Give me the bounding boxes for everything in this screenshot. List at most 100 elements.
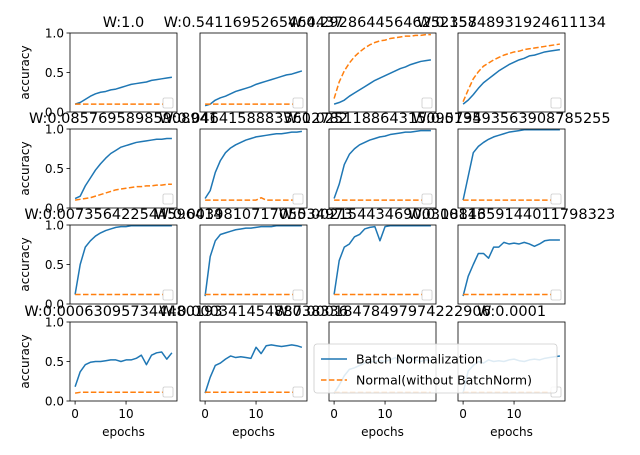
legend-placeholder [550, 193, 562, 205]
panel-series-group [74, 351, 173, 394]
panel-title: W:0.15848931924611134 [417, 15, 606, 31]
panel-title: W:0.00018478497974222906 [274, 304, 491, 320]
panel-series-group [74, 76, 173, 105]
panel-series-group [462, 239, 560, 297]
series-line-batchnorm [204, 344, 303, 394]
series-line-batchnorm [333, 129, 431, 199]
axes-frame [328, 224, 437, 305]
x-tick-label: 10 [377, 407, 392, 421]
legend-label: Normal(without BatchNorm) [356, 373, 532, 388]
x-tick-label: 0 [71, 407, 79, 421]
legend-placeholder [550, 289, 562, 301]
legend-placeholder [292, 386, 304, 398]
y-tick-label: 0.5 [45, 258, 64, 272]
y-axis-label: accuracy [18, 45, 32, 99]
panel-title: W:0.0001 [477, 304, 546, 320]
panel-title: W:0.29286445646252357 [288, 15, 477, 31]
axes-frame [199, 32, 308, 113]
x-axis-label: epochs [232, 425, 275, 439]
x-axis-label: epochs [490, 425, 533, 439]
series-line-normal [74, 183, 172, 201]
panel-3 [328, 32, 437, 113]
series-line-batchnorm [74, 137, 172, 200]
panel-title: W:0.00034145488738336 [159, 304, 348, 320]
x-axis-label: epochs [361, 425, 404, 439]
panel-5: 0.0 0.5 1.0 accuracy [18, 123, 178, 216]
panel-4 [457, 32, 566, 113]
y-tick-label: 1.0 [45, 316, 64, 330]
legend-placeholder [550, 97, 562, 109]
panel-10 [199, 224, 308, 305]
panel-title: W:0.0021544346900318843 [279, 207, 487, 223]
panels-layer: 0.0 0.5 1.0 accuracy 0.0 0.5 1.0 accuracy 0.0 0.5… [18, 27, 566, 439]
panel-series-group [204, 225, 302, 297]
y-tick-label: 1.0 [45, 123, 64, 137]
panel-title: W:1.0 [103, 15, 144, 31]
panel-series-group [74, 137, 172, 201]
panel-title: W:0.0011659144011798323 [408, 207, 616, 223]
series-line-batchnorm [462, 129, 560, 201]
panel-7 [328, 128, 437, 209]
legend-layer: Batch Normalization Normal(without BatchN… [313, 343, 558, 394]
panel-12 [457, 224, 566, 305]
panel-series-group [333, 225, 431, 296]
y-tick-label: 0.5 [45, 162, 64, 176]
series-line-batchnorm [74, 351, 173, 388]
axes-frame [457, 224, 566, 305]
x-axis-label: epochs [102, 425, 145, 439]
legend-placeholder [292, 289, 304, 301]
panel-title: W:0.025118864315095794 [283, 111, 481, 127]
panel-14: 0 10 epochs [199, 321, 308, 439]
axes-frame [199, 321, 308, 402]
panel-series-group [333, 129, 431, 201]
panel-title: W:0.013593563908785255 [412, 111, 610, 127]
y-tick-label: 1.0 [45, 219, 64, 233]
panel-11 [328, 224, 437, 305]
legend-placeholder [292, 97, 304, 109]
legend-placeholder [162, 97, 174, 109]
x-tick-label: 0 [201, 407, 209, 421]
panel-8 [457, 128, 566, 209]
legend-placeholder [421, 289, 433, 301]
legend-placeholder [421, 97, 433, 109]
legend-placeholder [162, 289, 174, 301]
y-tick-label: 0.5 [45, 355, 64, 369]
legend-placeholder [292, 193, 304, 205]
panel-title: W:0.08576958985908941 [29, 111, 218, 127]
titles-layer: W:1.0 W:0.5411695265464437W:0.29286445646… [24, 15, 615, 320]
y-axis-label: accuracy [18, 334, 32, 388]
series-line-batchnorm [74, 225, 172, 295]
legend-label: Batch Normalization [356, 352, 483, 367]
panel-title: W:0.003981071705534973 [154, 207, 352, 223]
series-line-batchnorm [204, 130, 303, 199]
axes-frame [457, 32, 566, 113]
y-axis-label: accuracy [18, 141, 32, 195]
panel-9: 0.0 0.5 1.0 accuracy [18, 219, 178, 312]
y-tick-label: 0.0 [45, 298, 64, 312]
panel-title: W:0.007356422544596414 [24, 207, 222, 223]
panel-series-group [204, 344, 303, 394]
series-line-batchnorm [462, 239, 560, 297]
series-line-batchnorm [74, 76, 173, 105]
panel-title: W:0.000630957344480193 [24, 304, 222, 320]
x-tick-label: 0 [459, 407, 467, 421]
y-tick-label: 0.5 [45, 66, 64, 80]
series-line-normal [462, 43, 561, 103]
x-tick-label: 10 [248, 407, 263, 421]
y-axis-label: accuracy [18, 237, 32, 291]
axes-frame [328, 32, 437, 113]
series-line-normal [205, 196, 302, 201]
series-line-batchnorm [333, 59, 432, 105]
panel-series-group [462, 43, 561, 105]
axes-frame [457, 128, 566, 209]
y-tick-label: 0.0 [45, 106, 64, 120]
series-line-normal [333, 33, 431, 99]
y-tick-label: 0.0 [45, 395, 64, 409]
x-tick-label: 10 [118, 407, 133, 421]
panel-series-group [462, 129, 560, 201]
y-tick-label: 0.0 [45, 202, 64, 216]
series-line-batchnorm [333, 225, 431, 295]
axes-frame [199, 224, 308, 305]
panel-title: W:0.04641588833612782 [159, 111, 348, 127]
